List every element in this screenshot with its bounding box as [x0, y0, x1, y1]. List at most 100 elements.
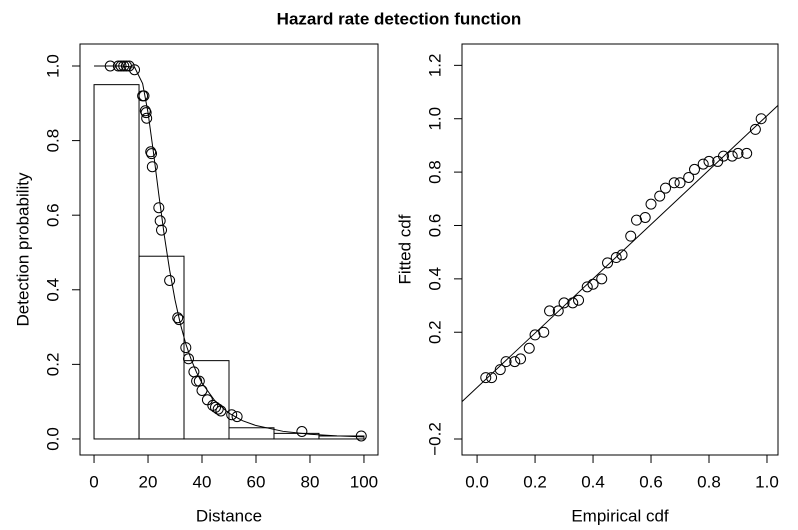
data-point [164, 274, 176, 286]
data-point [140, 107, 152, 119]
y-tick-label: 0.4 [43, 278, 62, 302]
data-point [552, 305, 564, 317]
x-tick-label: 0 [89, 472, 98, 491]
data-point [355, 430, 367, 442]
data-point [523, 342, 535, 354]
y-tick-label: −0.2 [425, 422, 444, 456]
x-tick-label: 40 [193, 472, 212, 491]
plot-box [461, 43, 779, 456]
data-point [172, 312, 184, 324]
data-point [717, 150, 729, 162]
data-point [154, 215, 166, 227]
fitted-line [94, 65, 364, 438]
data-point [567, 297, 579, 309]
data-point [226, 409, 238, 421]
data-point [138, 90, 150, 102]
x-tick-label: 0.6 [639, 472, 663, 491]
data-point [207, 399, 219, 411]
data-point [610, 252, 622, 264]
data-point [645, 198, 657, 210]
y-tick-label: 1.0 [425, 107, 444, 131]
data-point [683, 171, 695, 183]
data-point [726, 150, 738, 162]
y-axis-title: Fitted cdf [395, 214, 414, 284]
data-point [180, 342, 192, 354]
data-point [587, 278, 599, 290]
data-point [112, 60, 124, 72]
data-point [660, 182, 672, 194]
data-point [538, 326, 550, 338]
y-tick-label: 0.2 [425, 320, 444, 344]
data-point [115, 60, 127, 72]
figure-title: Hazard rate detection function [277, 9, 522, 28]
y-tick-label: 0.4 [425, 267, 444, 291]
data-point [741, 147, 753, 159]
data-point [153, 202, 165, 214]
data-point [173, 314, 185, 326]
x-axis-title: Empirical cdf [571, 506, 669, 525]
histogram-bar [183, 360, 230, 440]
data-point [544, 305, 556, 317]
y-tick-label: 0.2 [43, 353, 62, 377]
data-point [212, 403, 224, 415]
data-point [188, 366, 200, 378]
data-point [141, 112, 153, 124]
x-tick-label: 80 [301, 472, 320, 491]
data-point [231, 411, 243, 423]
data-point [581, 281, 593, 293]
data-point [639, 211, 651, 223]
data-point [118, 60, 130, 72]
data-point [183, 353, 195, 365]
data-point [654, 190, 666, 202]
x-tick-label: 0.0 [465, 472, 489, 491]
data-point [558, 297, 570, 309]
x-tick-label: 60 [247, 472, 266, 491]
y-tick-label: 0.6 [425, 214, 444, 238]
data-point [480, 372, 492, 384]
data-point [616, 249, 628, 261]
data-point [146, 161, 158, 173]
data-point [129, 64, 141, 76]
data-point [201, 394, 213, 406]
data-point [697, 158, 709, 170]
histogram-bar [93, 84, 140, 440]
x-axis-title: Distance [196, 506, 262, 525]
data-point [486, 372, 498, 384]
data-point [210, 401, 222, 413]
x-tick-label: 1.0 [755, 472, 779, 491]
data-point [703, 155, 715, 167]
y-axis-title: Detection probability [13, 172, 32, 327]
data-point [749, 123, 761, 135]
x-tick-label: 100 [350, 472, 378, 491]
data-point [123, 60, 135, 72]
x-tick-label: 20 [139, 472, 158, 491]
data-point [515, 353, 527, 365]
y-tick-label: 0.6 [43, 203, 62, 227]
histogram-bar [228, 427, 275, 440]
data-point [191, 375, 203, 387]
data-point [625, 230, 637, 242]
y-tick-label: 0.8 [43, 129, 62, 153]
data-point [146, 148, 158, 160]
data-point [674, 177, 686, 189]
y-tick-label: 1.2 [425, 54, 444, 78]
data-point [196, 384, 208, 396]
data-point [755, 113, 767, 125]
data-point [689, 163, 701, 175]
data-point [509, 356, 521, 368]
data-point [215, 405, 227, 417]
data-point [500, 356, 512, 368]
data-point [668, 177, 680, 189]
x-tick-label: 0.8 [697, 472, 721, 491]
data-point [104, 60, 116, 72]
data-point [494, 364, 506, 376]
x-tick-label: 0.2 [523, 472, 547, 491]
x-tick-label: 0.4 [581, 472, 605, 491]
data-point [602, 257, 614, 269]
histogram-bar [138, 255, 185, 440]
data-point [732, 147, 744, 159]
data-point [156, 224, 168, 236]
data-point [596, 273, 608, 285]
y-tick-label: 1.0 [43, 54, 62, 78]
